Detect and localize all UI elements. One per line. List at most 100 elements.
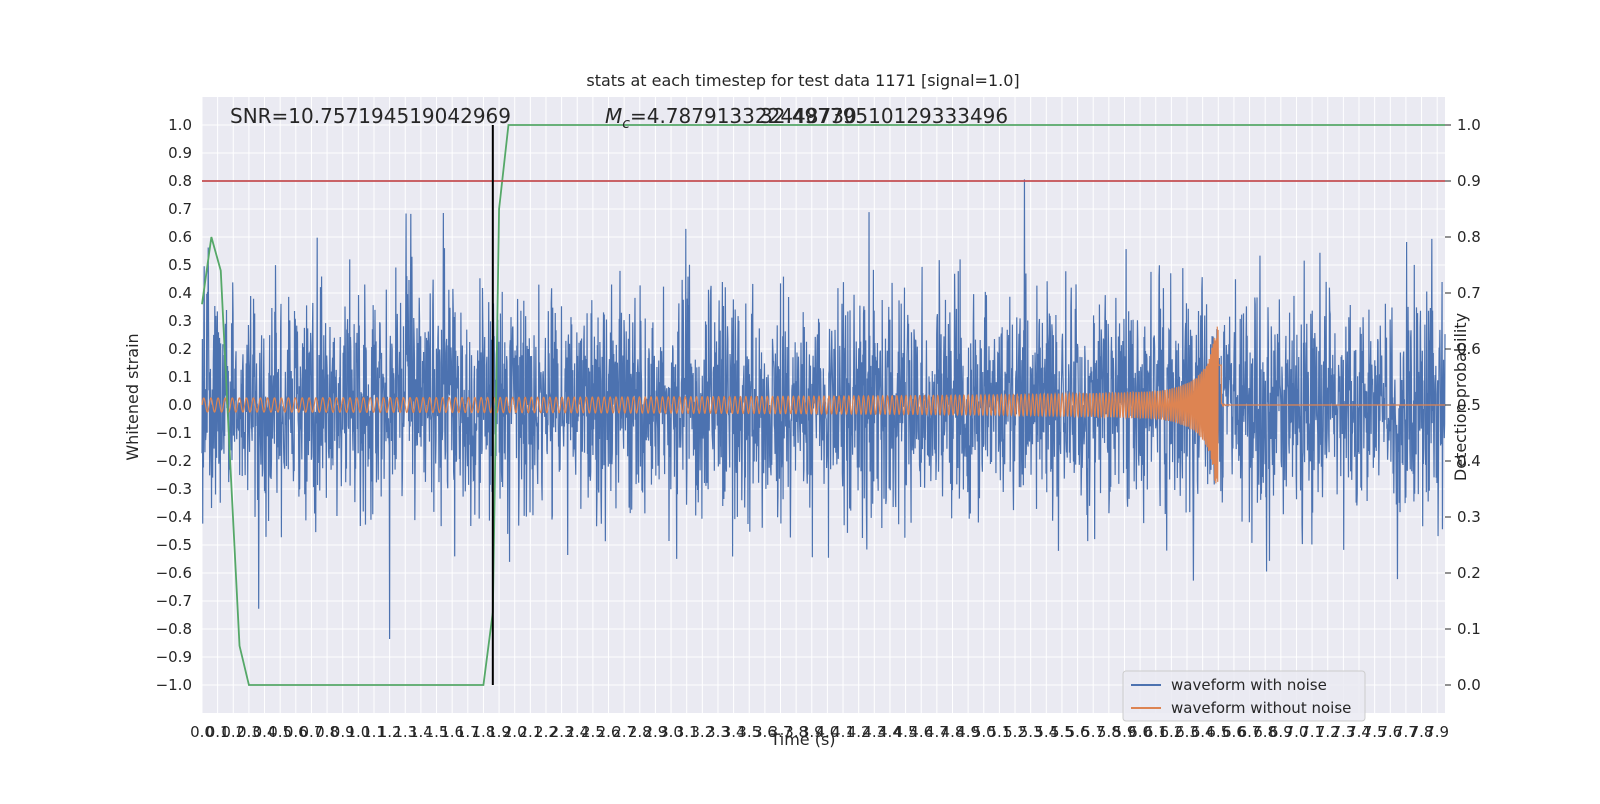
x-tick-label: 1.6 (440, 723, 464, 741)
x-tick-label: 6.8 (1253, 723, 1277, 741)
x-tick-label: 6.6 (1222, 723, 1246, 741)
x-tick-label: 6.7 (1238, 723, 1262, 741)
y-tick-label-left: 0.5 (168, 256, 192, 274)
x-tick-label: 6.2 (1159, 723, 1183, 741)
mc-subscript: c (622, 116, 630, 132)
x-tick-label: 6.5 (1206, 723, 1230, 741)
chart-title: stats at each timestep for test data 117… (586, 71, 1019, 90)
y-tick-label-right: 0.4 (1457, 452, 1481, 470)
mc-value: =4.787913322448730 (630, 104, 857, 128)
y-tick-label-left: 0.0 (168, 396, 192, 414)
x-tick-label: 3.4 (722, 723, 746, 741)
y-tick-label-left: 0.8 (168, 172, 192, 190)
y-tick-label-right: 1.0 (1457, 116, 1481, 134)
mc-overlap-annotation: 32.49779510129333496 (760, 104, 1008, 128)
x-tick-label: 7.7 (1394, 723, 1418, 741)
x-tick-label: 3.9 (800, 723, 824, 741)
x-tick-label: 1.5 (425, 723, 449, 741)
x-axis-label: Time (s) (769, 730, 835, 749)
series-line-detection-probability (201, 124, 1445, 686)
x-tick-label: 1.3 (393, 723, 417, 741)
x-tick-label: 1.9 (487, 723, 511, 741)
y-tick-label-right: 0.5 (1457, 396, 1481, 414)
x-tick-label: 0.3 (237, 723, 261, 741)
legend-box (1122, 670, 1366, 722)
x-tick-label: 7.8 (1410, 723, 1434, 741)
y-tick-label-left: 0.3 (168, 312, 192, 330)
y-tick-label-right: 0.3 (1457, 508, 1481, 526)
x-tick-label: 3.3 (706, 723, 730, 741)
y-tick-label-left: −0.3 (156, 480, 192, 498)
x-tick-label: 2.3 (550, 723, 574, 741)
y-axis-label-left: Whitened strain (123, 333, 142, 460)
x-tick-label: 0.4 (253, 723, 277, 741)
x-tick-label: 0.0 (190, 723, 214, 741)
y-tick-label-right: 0.7 (1457, 284, 1481, 302)
x-tick-label: 7.2 (1316, 723, 1340, 741)
x-tick-label: 2.9 (643, 723, 667, 741)
x-tick-label: 1.8 (472, 723, 496, 741)
x-tick-label: 4.9 (956, 723, 980, 741)
y-tick-label-left: −0.4 (156, 508, 192, 526)
x-tick-label: 7.9 (1425, 723, 1449, 741)
y-tick-label-left: −0.6 (156, 564, 192, 582)
y-tick-label-left: 0.6 (168, 228, 192, 246)
x-tick-label: 7.1 (1300, 723, 1324, 741)
x-tick-label: 3.1 (675, 723, 699, 741)
x-tick-label: 0.7 (300, 723, 324, 741)
x-tick-label: 5.8 (1097, 723, 1121, 741)
x-tick-label: 6.1 (1144, 723, 1168, 741)
x-tick-label: 4.2 (847, 723, 871, 741)
x-tick-label: 4.1 (831, 723, 855, 741)
series-line-waveform-without-noise (201, 326, 1445, 484)
x-tick-label: 5.2 (1003, 723, 1027, 741)
x-tick-label: 0.2 (221, 723, 245, 741)
y-tick-label-left: 0.9 (168, 144, 192, 162)
mc-symbol: M (605, 104, 622, 128)
y-tick-label-left: −0.9 (156, 648, 192, 666)
x-tick-label: 6.9 (1269, 723, 1293, 741)
x-tick-label: 5.4 (1034, 723, 1058, 741)
y-tick-label-left: 0.7 (168, 200, 192, 218)
x-tick-label: 5.5 (1050, 723, 1074, 741)
x-tick-label: 5.6 (1066, 723, 1090, 741)
y-tick-label-right: 0.0 (1457, 676, 1481, 694)
y-tick-label-left: −0.8 (156, 620, 192, 638)
x-tick-label: 7.3 (1331, 723, 1355, 741)
y-tick-label-left: 1.0 (168, 116, 192, 134)
x-tick-label: 7.5 (1363, 723, 1387, 741)
y-tick-label-left: 0.1 (168, 368, 192, 386)
x-tick-label: 7.0 (1285, 723, 1309, 741)
x-tick-label: 3.6 (753, 723, 777, 741)
series-line-waveform-with-noise (201, 179, 1446, 639)
x-tick-label: 4.8 (941, 723, 965, 741)
y-tick-label-right: 0.2 (1457, 564, 1481, 582)
y-tick-label-left: −0.7 (156, 592, 192, 610)
y-tick-label-left: −0.1 (156, 424, 192, 442)
x-tick-label: 2.7 (612, 723, 636, 741)
y-tick-label-left: −0.5 (156, 536, 192, 554)
x-tick-label: 1.2 (378, 723, 402, 741)
y-tick-label-left: 0.2 (168, 340, 192, 358)
legend-label-clean: waveform without noise (1171, 699, 1351, 717)
x-tick-label: 7.6 (1378, 723, 1402, 741)
y-tick-label-left: 0.4 (168, 284, 192, 302)
x-tick-label: 0.1 (206, 723, 230, 741)
y-tick-label-right: 0.9 (1457, 172, 1481, 190)
x-tick-label: 4.0 (815, 723, 839, 741)
x-tick-label: 5.1 (987, 723, 1011, 741)
x-tick-label: 6.4 (1191, 723, 1215, 741)
x-tick-label: 1.4 (409, 723, 433, 741)
y-tick-label-right: 0.6 (1457, 340, 1481, 358)
mc-annotation: Mc=4.787913322448730 (605, 104, 857, 132)
x-tick-label: 0.8 (315, 723, 339, 741)
x-tick-label: 3.0 (659, 723, 683, 741)
x-tick-label: 2.8 (628, 723, 652, 741)
snr-annotation: SNR=10.757194519042969 (230, 104, 511, 128)
x-tick-label: 2.0 (503, 723, 527, 741)
x-tick-label: 5.7 (1081, 723, 1105, 741)
x-tick-label: 4.5 (894, 723, 918, 741)
x-tick-label: 5.3 (1019, 723, 1043, 741)
